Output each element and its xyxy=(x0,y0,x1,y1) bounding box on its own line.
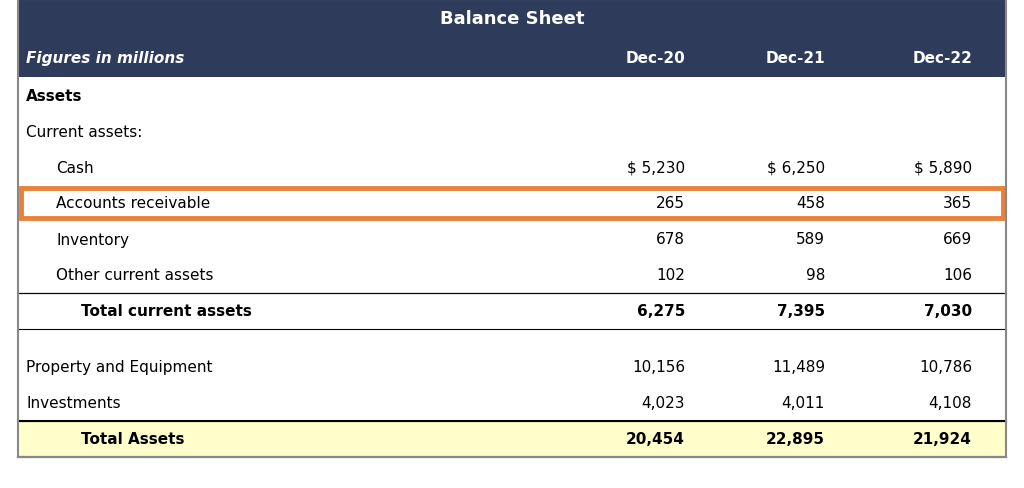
Text: 458: 458 xyxy=(796,196,825,211)
Text: 4,108: 4,108 xyxy=(929,395,972,410)
Text: 21,924: 21,924 xyxy=(913,431,972,447)
Text: 265: 265 xyxy=(656,196,685,211)
Text: Assets: Assets xyxy=(26,88,83,103)
FancyBboxPatch shape xyxy=(18,38,1006,78)
Text: Inventory: Inventory xyxy=(56,232,129,247)
FancyBboxPatch shape xyxy=(18,421,1006,457)
Text: Accounts receivable: Accounts receivable xyxy=(56,196,210,211)
Text: 365: 365 xyxy=(943,196,972,211)
Text: 6,275: 6,275 xyxy=(637,304,685,319)
Text: Total current assets: Total current assets xyxy=(81,304,252,319)
Text: 458: 458 xyxy=(796,196,825,211)
Text: Dec-21: Dec-21 xyxy=(765,50,825,65)
Text: $ 5,230: $ 5,230 xyxy=(627,160,685,175)
Text: 102: 102 xyxy=(656,268,685,283)
Text: $ 6,250: $ 6,250 xyxy=(767,160,825,175)
Text: Balance Sheet: Balance Sheet xyxy=(439,10,585,28)
Text: 20,454: 20,454 xyxy=(626,431,685,447)
Text: Cash: Cash xyxy=(56,160,93,175)
Text: 265: 265 xyxy=(656,196,685,211)
Text: 7,030: 7,030 xyxy=(924,304,972,319)
Text: Dec-20: Dec-20 xyxy=(626,50,685,65)
Text: 22,895: 22,895 xyxy=(766,431,825,447)
Text: 4,023: 4,023 xyxy=(641,395,685,410)
Text: 589: 589 xyxy=(796,232,825,247)
Text: 669: 669 xyxy=(943,232,972,247)
Text: Figures in millions: Figures in millions xyxy=(26,50,184,65)
FancyBboxPatch shape xyxy=(18,0,1006,38)
Text: 98: 98 xyxy=(806,268,825,283)
Text: 10,156: 10,156 xyxy=(632,360,685,374)
Text: 106: 106 xyxy=(943,268,972,283)
Text: Other current assets: Other current assets xyxy=(56,268,213,283)
Text: Current assets:: Current assets: xyxy=(26,124,142,139)
Text: Property and Equipment: Property and Equipment xyxy=(26,360,213,374)
Text: Total Assets: Total Assets xyxy=(81,431,184,447)
Text: 11,489: 11,489 xyxy=(772,360,825,374)
Text: Accounts receivable: Accounts receivable xyxy=(56,196,210,211)
Text: Investments: Investments xyxy=(26,395,121,410)
FancyBboxPatch shape xyxy=(22,189,1002,219)
Text: 678: 678 xyxy=(656,232,685,247)
Text: 7,395: 7,395 xyxy=(777,304,825,319)
Text: $ 5,890: $ 5,890 xyxy=(913,160,972,175)
Text: 10,786: 10,786 xyxy=(919,360,972,374)
Text: 365: 365 xyxy=(943,196,972,211)
Text: 4,011: 4,011 xyxy=(781,395,825,410)
Text: Dec-22: Dec-22 xyxy=(912,50,972,65)
